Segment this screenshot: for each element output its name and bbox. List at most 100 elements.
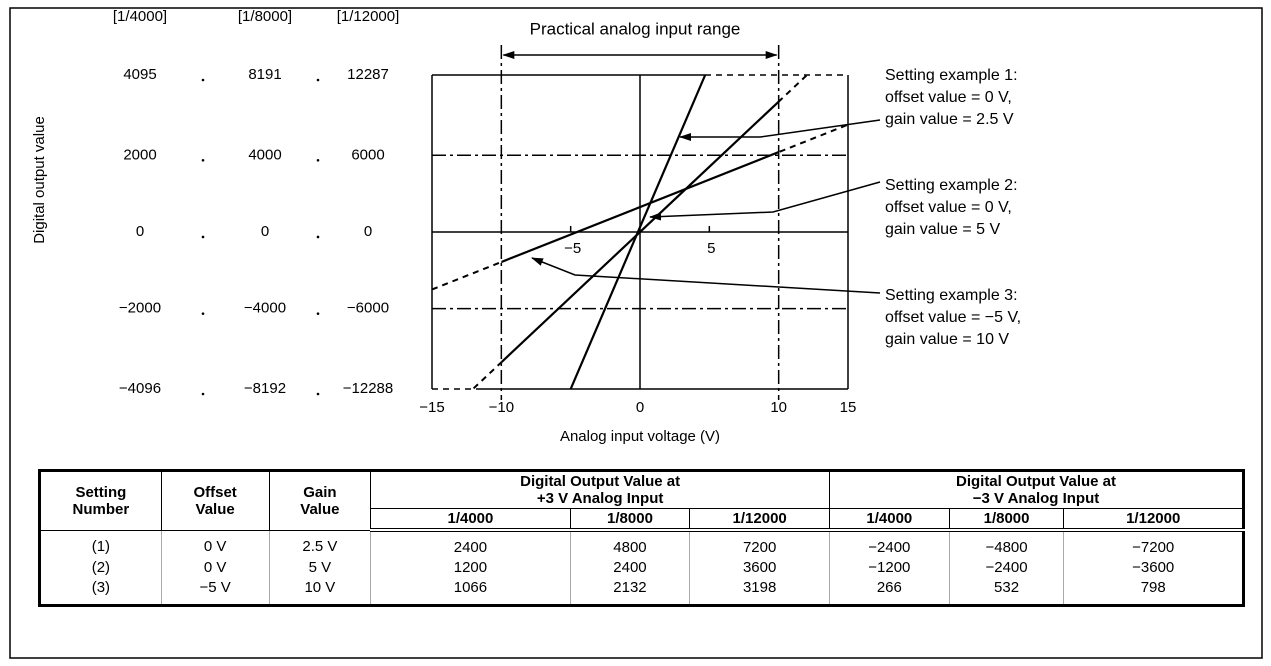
y-tick-label: −4000 bbox=[244, 300, 286, 317]
x-tick-label: 5 bbox=[707, 240, 715, 257]
table-cell: 2400 bbox=[569, 558, 690, 578]
x-tick-label: −5 bbox=[564, 240, 581, 257]
series-line bbox=[569, 74, 707, 390]
table-cell: −4800 bbox=[948, 530, 1064, 558]
table-cell: 10 V bbox=[268, 578, 371, 606]
separator-dot bbox=[316, 392, 320, 396]
separator-dot bbox=[201, 392, 205, 396]
x-tick-label: −15 bbox=[419, 399, 444, 416]
subheader-cell: 1/12000 bbox=[1063, 508, 1244, 532]
table-cell: 1200 bbox=[370, 558, 571, 578]
x-tick-label: 15 bbox=[840, 399, 857, 416]
table-cell: 2132 bbox=[569, 578, 690, 606]
annotation: gain value = 10 V bbox=[885, 331, 1009, 348]
x-axis-title: Analog input voltage (V) bbox=[560, 428, 720, 445]
header-cell: Gain Value bbox=[268, 470, 372, 531]
table-cell: 798 bbox=[1063, 578, 1244, 606]
table-cell: −3600 bbox=[1063, 558, 1244, 578]
header-text: Value bbox=[195, 500, 235, 518]
annotation: Setting example 1: bbox=[885, 67, 1018, 84]
range-label: Practical analog input range bbox=[530, 19, 741, 38]
separator-dot bbox=[201, 159, 205, 162]
x-tick-label: 0 bbox=[636, 399, 644, 416]
series-line bbox=[501, 100, 779, 364]
y-tick-label: −8192 bbox=[244, 380, 286, 397]
table-cell: 1066 bbox=[370, 578, 571, 606]
table-cell: 5 V bbox=[268, 558, 371, 578]
x-tick-label: −10 bbox=[489, 399, 514, 416]
subheader-cell: 1/4000 bbox=[828, 508, 950, 532]
y-tick-label: 12287 bbox=[347, 66, 389, 83]
y-column-header: [1/8000] bbox=[238, 8, 292, 25]
table-cell: −7200 bbox=[1063, 530, 1244, 558]
header-text: −3 V Analog Input bbox=[972, 490, 1100, 507]
annotation: gain value = 2.5 V bbox=[885, 111, 1014, 128]
leader-line bbox=[649, 181, 881, 221]
y-tick-label: 0 bbox=[136, 223, 144, 240]
header-cell: Setting Number bbox=[39, 470, 162, 531]
subheader-cell: 1/4000 bbox=[370, 508, 571, 532]
header-text: Value bbox=[300, 500, 340, 518]
table-cell: 4800 bbox=[569, 530, 690, 558]
annotation: offset value = 0 V, bbox=[885, 199, 1012, 216]
table-cell: −1200 bbox=[828, 558, 950, 578]
table-row: (3) −5 V 10 V 1066 2132 3198 266 532 798 bbox=[39, 578, 1244, 606]
y-axis-title: Digital output value bbox=[31, 116, 48, 244]
header-text: Digital Output Value at bbox=[955, 473, 1116, 490]
separator-dot bbox=[316, 312, 320, 315]
y-tick-label: −12288 bbox=[343, 380, 393, 397]
y-tick-label: −6000 bbox=[347, 300, 389, 317]
separator-dot bbox=[316, 235, 320, 239]
separator-dot bbox=[316, 159, 320, 162]
table-cell: 2.5 V bbox=[268, 530, 371, 558]
header-text: Number bbox=[72, 500, 130, 518]
y-tick-label: 0 bbox=[261, 223, 269, 240]
leader-line bbox=[531, 257, 881, 294]
x-tick-label: 10 bbox=[770, 399, 787, 416]
group-header: Digital Output Value at −3 V Analog Input bbox=[828, 470, 1245, 509]
annotation: Setting example 3: bbox=[885, 287, 1018, 304]
subheader-cell: 1/8000 bbox=[948, 508, 1065, 532]
annotation: Setting example 2: bbox=[885, 177, 1018, 194]
table-body: (1) 0 V 2.5 V 2400 4800 7200 −2400 −4800 −7200 (2… bbox=[39, 530, 1244, 606]
header-text: Gain bbox=[303, 483, 337, 501]
table-cell: (3) bbox=[39, 578, 162, 606]
group-header: Digital Output Value at +3 V Analog Input bbox=[370, 470, 830, 509]
settings-table: Setting Number Offset Value Gain Value Digi… bbox=[38, 469, 1245, 607]
header-text: +3 V Analog Input bbox=[536, 490, 664, 507]
y-tick-label: 4000 bbox=[248, 146, 281, 163]
table-cell: 3198 bbox=[689, 578, 830, 606]
outer-border bbox=[9, 7, 1263, 659]
separator-dot bbox=[201, 235, 205, 239]
table-cell: −2400 bbox=[948, 558, 1064, 578]
annotation: gain value = 5 V bbox=[885, 221, 1001, 238]
table-cell: 2400 bbox=[370, 530, 571, 558]
header-text: Digital Output Value at bbox=[520, 473, 681, 490]
header-text: Offset bbox=[193, 483, 237, 501]
y-tick-label: 0 bbox=[364, 223, 372, 240]
y-tick-label: −2000 bbox=[119, 300, 161, 317]
annotation: offset value = 0 V, bbox=[885, 89, 1012, 106]
separator-dot bbox=[316, 78, 320, 82]
subheader-row: 1/4000 1/8000 1/12000 1/4000 1/8000 1/12000 bbox=[40, 508, 1244, 532]
y-tick-label: 4095 bbox=[123, 66, 156, 83]
y-column-header: [1/12000] bbox=[337, 8, 400, 25]
y-tick-label: 6000 bbox=[351, 146, 384, 163]
y-column-header: [1/4000] bbox=[113, 8, 167, 25]
subheader-cell: 1/12000 bbox=[689, 508, 830, 532]
table-cell: 266 bbox=[828, 578, 950, 606]
leader-line bbox=[679, 119, 881, 141]
table-cell: (2) bbox=[39, 558, 162, 578]
separator-dot bbox=[201, 312, 205, 315]
table-cell: 0 V bbox=[160, 530, 269, 558]
table-cell: 0 V bbox=[160, 558, 269, 578]
annotation: offset value = −5 V, bbox=[885, 309, 1021, 326]
header-cell: Offset Value bbox=[160, 470, 270, 531]
table-cell: −2400 bbox=[828, 530, 950, 558]
table-cell: 7200 bbox=[689, 530, 830, 558]
separator-dot bbox=[201, 78, 205, 82]
y-tick-label: −4096 bbox=[119, 380, 161, 397]
